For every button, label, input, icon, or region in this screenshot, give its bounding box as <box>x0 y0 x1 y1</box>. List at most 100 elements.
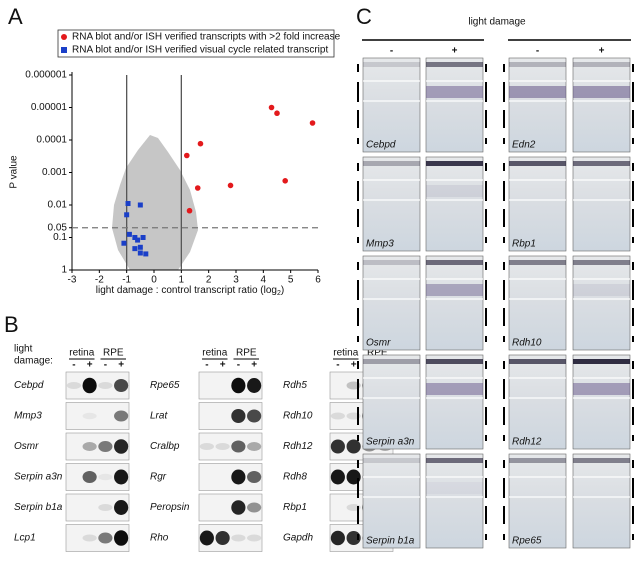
ish-rpe-layer <box>363 359 420 364</box>
lane-sign: - <box>237 360 240 371</box>
y-tick-label: 1 <box>61 265 67 276</box>
ish-band <box>509 496 566 498</box>
ish-image <box>362 156 421 252</box>
lane-sign: - <box>104 360 107 371</box>
ish-band <box>363 278 420 280</box>
point <box>274 110 280 117</box>
point <box>282 177 289 184</box>
panel-label: B <box>4 312 19 337</box>
gene-label: Rgr <box>150 472 167 483</box>
ish-band <box>426 377 483 379</box>
lane-group-label: retina <box>333 348 358 359</box>
blot-band <box>98 504 113 511</box>
lane-sign: + <box>87 360 93 371</box>
ish-band <box>426 199 483 201</box>
blot-band <box>215 443 230 450</box>
gene-label: Mmp3 <box>14 411 42 422</box>
ish-band <box>509 298 566 300</box>
ish-rpe-layer <box>573 260 630 265</box>
point <box>137 202 143 208</box>
blot-band <box>98 441 113 452</box>
ish-rpe-layer <box>509 62 566 67</box>
ish-image <box>508 57 567 153</box>
point <box>137 244 143 250</box>
y-tick-label: 0.00001 <box>31 102 68 113</box>
ish-rpe-layer <box>363 260 420 265</box>
gene-label: Osmr <box>14 441 39 452</box>
point <box>132 235 138 240</box>
ish-image <box>362 354 421 450</box>
point <box>135 237 141 243</box>
ish-band <box>363 377 420 379</box>
blot <box>198 493 263 522</box>
ish-band <box>573 377 630 379</box>
ish-image <box>362 453 421 549</box>
ish-band <box>426 476 483 478</box>
blot-band <box>98 473 113 481</box>
ish-rpe-layer <box>509 161 566 166</box>
y-tick-label: 0.01 <box>48 200 68 211</box>
ish-band <box>509 100 566 102</box>
ish-band <box>509 199 566 201</box>
lane-group-label: RPE <box>236 348 257 359</box>
ish-band <box>363 100 420 102</box>
ish-band <box>426 80 483 82</box>
y-tick-label: 0.05 <box>48 222 68 233</box>
x-axis-title: light damage : control transcript ratio … <box>96 285 284 297</box>
point <box>140 235 146 240</box>
lane-sign: - <box>336 360 339 371</box>
blot-band <box>199 443 214 450</box>
x-tick-label: 6 <box>315 275 321 286</box>
y-tick-label: 0.000001 <box>25 70 67 81</box>
ish-title: light damage <box>468 17 526 28</box>
ish-image <box>425 255 484 351</box>
condition-label: damage: <box>14 356 53 367</box>
blot-band <box>231 534 246 542</box>
gene-label: Serpin a3n <box>14 472 63 483</box>
legend-label: RNA blot and/or ISH verified visual cycl… <box>72 45 328 56</box>
ish-band <box>509 377 566 379</box>
ish-band <box>509 80 566 82</box>
ish-rpe-layer <box>363 62 420 67</box>
gene-label: Cralbp <box>150 441 180 452</box>
blot-band <box>98 382 113 389</box>
ish-rpe-layer <box>426 161 483 166</box>
point <box>121 240 127 246</box>
ish-band <box>426 298 483 300</box>
condition-sign: + <box>452 46 458 57</box>
ish-band <box>363 476 420 478</box>
panel-label: C <box>356 4 372 29</box>
blot-band <box>82 377 97 394</box>
ish-signal <box>426 482 483 494</box>
blot-band <box>231 440 246 453</box>
ish-signal <box>426 185 483 197</box>
ish-signal <box>426 383 483 395</box>
point <box>227 182 234 189</box>
ish-image <box>572 354 631 450</box>
ish-rpe-layer <box>363 458 420 463</box>
ish-gene-label: Rpe65 <box>512 536 542 547</box>
gene-label: Lrat <box>150 411 168 422</box>
ish-signal <box>426 86 483 98</box>
x-tick-label: 4 <box>261 275 267 286</box>
ish-gene-label: Mmp3 <box>366 239 394 250</box>
blot <box>198 432 263 461</box>
y-tick-label: 0.0001 <box>36 135 67 146</box>
blot-band <box>247 471 262 483</box>
x-tick-label: -2 <box>95 275 104 286</box>
blot-band <box>114 379 129 392</box>
point <box>143 251 149 257</box>
y-tick-label: 0.1 <box>53 232 67 243</box>
ish-band <box>426 397 483 399</box>
ish-image <box>508 255 567 351</box>
ish-rpe-layer <box>573 359 630 364</box>
blot-band <box>114 469 129 485</box>
ish-rpe-layer <box>509 359 566 364</box>
legend-marker <box>61 34 67 40</box>
ish-band <box>426 179 483 181</box>
ish-band <box>363 199 420 201</box>
ish-band <box>509 476 566 478</box>
ish-image <box>362 255 421 351</box>
ish-image <box>572 255 631 351</box>
